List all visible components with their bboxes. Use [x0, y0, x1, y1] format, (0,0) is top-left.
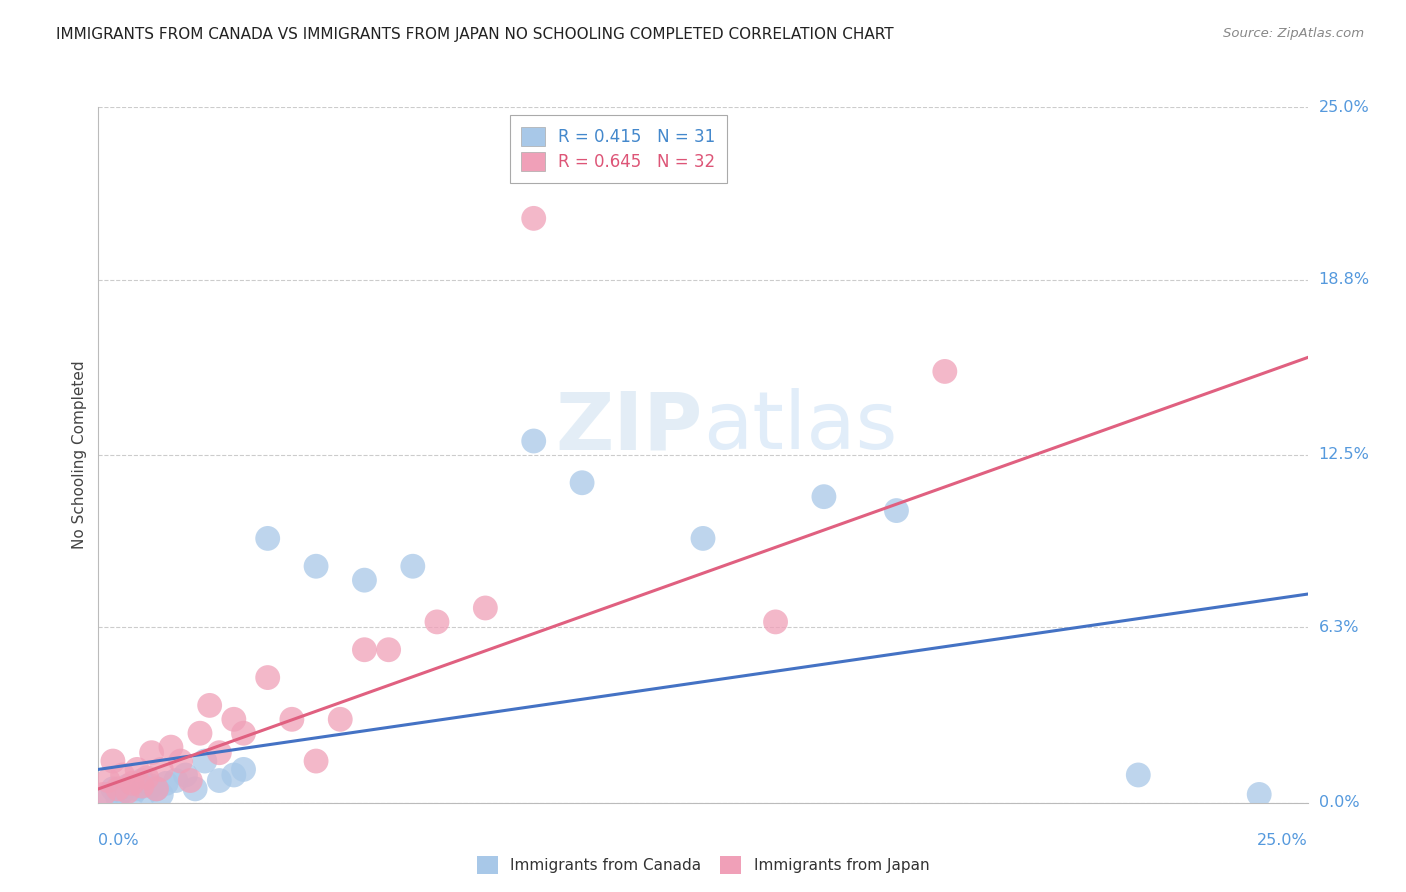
Point — [155, 776, 177, 790]
Text: IMMIGRANTS FROM CANADA VS IMMIGRANTS FROM JAPAN NO SCHOOLING COMPLETED CORRELATI: IMMIGRANTS FROM CANADA VS IMMIGRANTS FRO… — [56, 27, 894, 42]
Point — [169, 754, 191, 768]
Point — [198, 698, 221, 713]
Point — [97, 788, 120, 802]
Point — [179, 773, 201, 788]
Point — [1128, 768, 1150, 782]
Point — [131, 773, 153, 788]
Point — [474, 601, 496, 615]
Point — [256, 532, 278, 546]
Point — [692, 532, 714, 546]
Point — [150, 763, 173, 777]
Point — [402, 559, 425, 574]
Text: 25.0%: 25.0% — [1257, 833, 1308, 848]
Point — [111, 768, 134, 782]
Point — [765, 615, 787, 629]
Point — [131, 779, 153, 793]
Point — [934, 364, 956, 378]
Point — [150, 788, 173, 802]
Point — [305, 559, 328, 574]
Text: 18.8%: 18.8% — [1319, 272, 1369, 287]
Point — [232, 763, 254, 777]
Point — [145, 781, 167, 796]
Point — [232, 726, 254, 740]
Text: Source: ZipAtlas.com: Source: ZipAtlas.com — [1223, 27, 1364, 40]
Point — [141, 746, 163, 760]
Text: 6.3%: 6.3% — [1319, 620, 1360, 635]
Point — [222, 712, 245, 726]
Point — [127, 781, 149, 796]
Point — [426, 615, 449, 629]
Point — [117, 779, 139, 793]
Point — [135, 771, 157, 785]
Point — [571, 475, 593, 490]
Point — [127, 763, 149, 777]
Text: 0.0%: 0.0% — [98, 833, 139, 848]
Point — [117, 785, 139, 799]
Text: 0.0%: 0.0% — [1319, 796, 1360, 810]
Point — [353, 573, 375, 587]
Point — [111, 785, 134, 799]
Point — [165, 773, 187, 788]
Point — [101, 781, 124, 796]
Text: 25.0%: 25.0% — [1319, 100, 1369, 114]
Point — [886, 503, 908, 517]
Point — [145, 781, 167, 796]
Point — [184, 781, 207, 796]
Point — [107, 781, 129, 796]
Legend: R = 0.415   N = 31, R = 0.645   N = 32: R = 0.415 N = 31, R = 0.645 N = 32 — [510, 115, 727, 183]
Point — [160, 740, 183, 755]
Point — [194, 754, 217, 768]
Point — [188, 726, 211, 740]
Point — [97, 773, 120, 788]
Point — [107, 790, 129, 805]
Point — [305, 754, 328, 768]
Point — [101, 754, 124, 768]
Point — [353, 642, 375, 657]
Y-axis label: No Schooling Completed: No Schooling Completed — [72, 360, 87, 549]
Point — [377, 642, 399, 657]
Point — [141, 779, 163, 793]
Point — [1249, 788, 1271, 802]
Point — [281, 712, 304, 726]
Point — [91, 788, 114, 802]
Point — [523, 434, 546, 448]
Point — [329, 712, 352, 726]
Text: ZIP: ZIP — [555, 388, 703, 467]
Point — [813, 490, 835, 504]
Point — [208, 746, 231, 760]
Text: atlas: atlas — [703, 388, 897, 467]
Point — [135, 785, 157, 799]
Point — [208, 773, 231, 788]
Point — [523, 211, 546, 226]
Text: 12.5%: 12.5% — [1319, 448, 1369, 462]
Legend: Immigrants from Canada, Immigrants from Japan: Immigrants from Canada, Immigrants from … — [471, 850, 935, 880]
Point — [256, 671, 278, 685]
Point — [222, 768, 245, 782]
Point — [121, 788, 143, 802]
Point — [121, 776, 143, 790]
Point — [174, 768, 197, 782]
